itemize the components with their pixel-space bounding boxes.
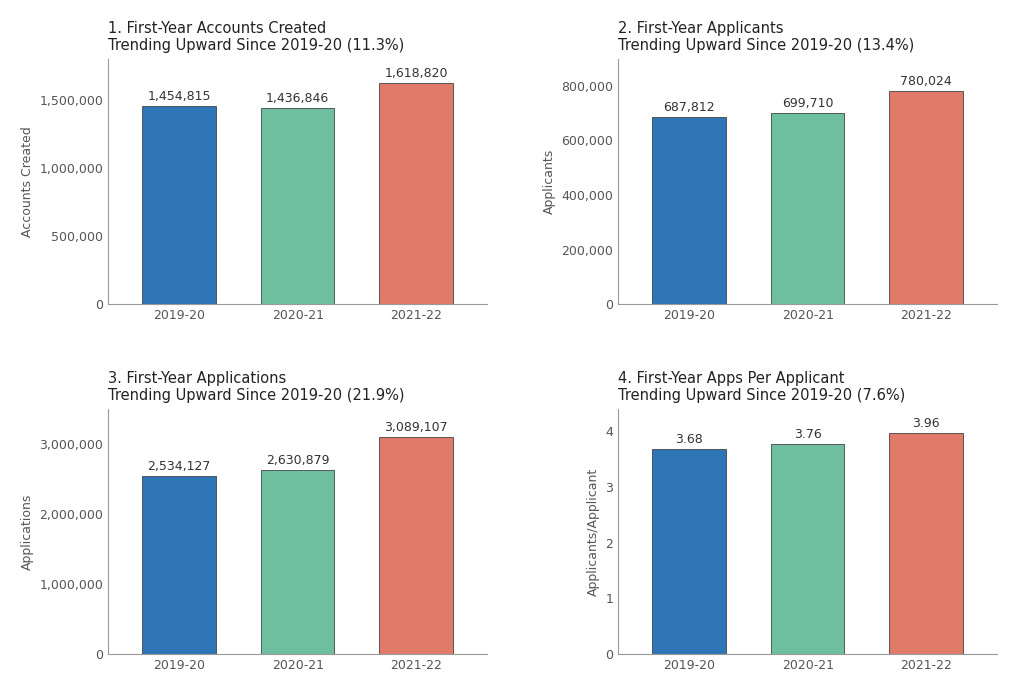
Text: 3.96: 3.96 [912,417,940,430]
Y-axis label: Applicants/Applicant: Applicants/Applicant [586,467,600,595]
Text: 699,710: 699,710 [782,97,834,110]
Bar [261,470,334,654]
Y-axis label: Accounts Created: Accounts Created [20,126,34,237]
Text: 1. First-Year Accounts Created
Trending Upward Since 2019-20 (11.3%): 1. First-Year Accounts Created Trending … [108,21,404,53]
Text: 1,618,820: 1,618,820 [385,67,448,80]
Text: 1,436,846: 1,436,846 [266,92,329,105]
Y-axis label: Applicants: Applicants [543,149,556,214]
Y-axis label: Applications: Applications [20,493,34,570]
Text: 3.76: 3.76 [794,428,822,441]
Text: 2. First-Year Applicants
Trending Upward Since 2019-20 (13.4%): 2. First-Year Applicants Trending Upward… [618,21,914,53]
Text: 3,089,107: 3,089,107 [384,421,448,435]
Bar [380,83,453,304]
Bar [890,91,963,304]
Text: 2,630,879: 2,630,879 [266,454,330,466]
Text: 3. First-Year Applications
Trending Upward Since 2019-20 (21.9%): 3. First-Year Applications Trending Upwa… [108,371,404,403]
Text: 4. First-Year Apps Per Applicant
Trending Upward Since 2019-20 (7.6%): 4. First-Year Apps Per Applicant Trendin… [618,371,905,403]
Bar [890,433,963,654]
Bar [143,476,216,654]
Bar [380,437,453,654]
Bar [653,116,726,304]
Bar [653,449,726,654]
Text: 780,024: 780,024 [900,76,952,89]
Text: 687,812: 687,812 [664,100,715,114]
Text: 2,534,127: 2,534,127 [148,460,211,473]
Text: 1,454,815: 1,454,815 [148,90,211,103]
Bar [771,113,844,304]
Bar [771,444,844,654]
Bar [261,108,334,304]
Bar [143,106,216,304]
Text: 3.68: 3.68 [675,433,703,446]
